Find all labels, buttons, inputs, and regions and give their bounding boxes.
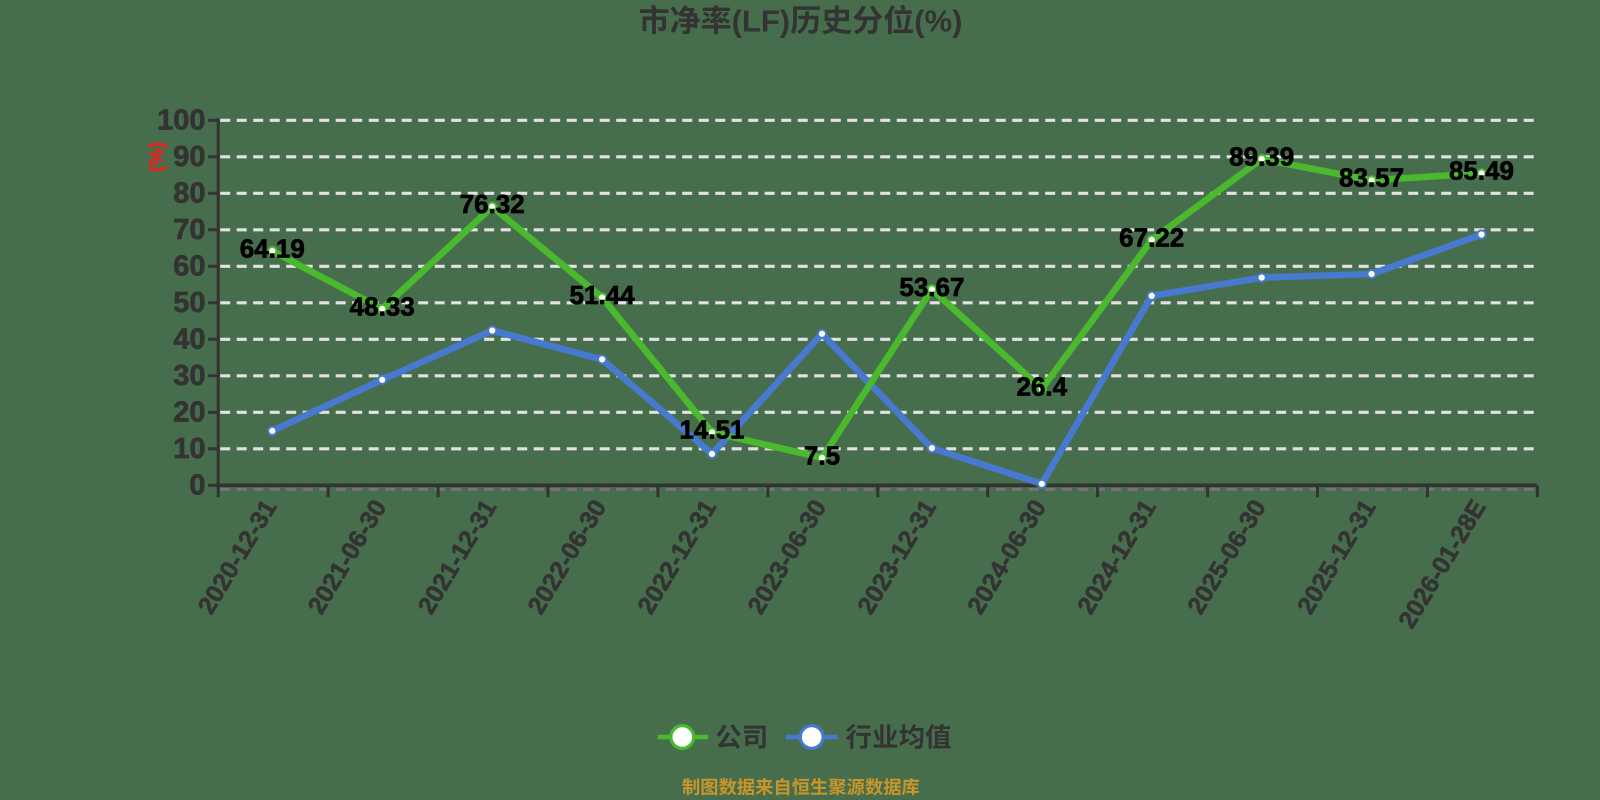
svg-text:(LF): (LF): [732, 4, 791, 39]
svg-text:53.67: 53.67: [899, 272, 964, 302]
svg-text:76.32: 76.32: [460, 189, 525, 219]
svg-text:90: 90: [173, 141, 205, 173]
svg-text:70: 70: [173, 214, 205, 246]
svg-text:7.5: 7.5: [804, 440, 840, 470]
svg-text:30: 30: [173, 360, 205, 392]
svg-text:80: 80: [173, 178, 205, 210]
svg-text:14.51: 14.51: [679, 415, 744, 445]
svg-text:83.57: 83.57: [1339, 163, 1404, 193]
svg-text:51.44: 51.44: [570, 280, 636, 310]
svg-text:50: 50: [173, 287, 205, 319]
svg-text:0: 0: [189, 470, 205, 502]
svg-text:48.33: 48.33: [350, 291, 415, 321]
svg-text:(%): (%): [146, 142, 168, 172]
svg-text:89.39: 89.39: [1229, 141, 1294, 171]
svg-text:10: 10: [173, 433, 205, 465]
svg-text:64.19: 64.19: [240, 233, 305, 263]
svg-text:20: 20: [173, 397, 205, 429]
svg-text:26.4: 26.4: [1016, 371, 1067, 401]
svg-text:40: 40: [173, 324, 205, 356]
svg-text:60: 60: [173, 251, 205, 283]
svg-text:67.22: 67.22: [1119, 222, 1184, 252]
svg-text:(%): (%): [914, 4, 962, 39]
svg-text:85.49: 85.49: [1449, 156, 1514, 186]
svg-text:100: 100: [157, 105, 205, 137]
